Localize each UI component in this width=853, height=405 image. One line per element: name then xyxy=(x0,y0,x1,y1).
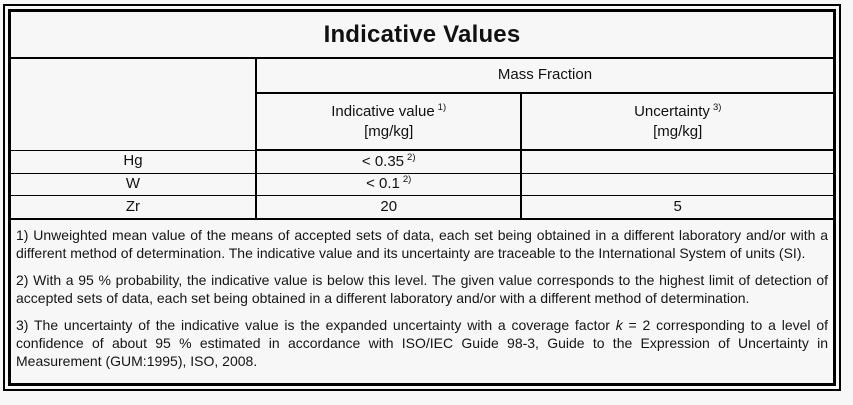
footnote-ref-2: 2) xyxy=(402,174,412,186)
group-header-row: Mass Fraction xyxy=(10,57,834,151)
table-row: Zr 20 5 xyxy=(10,195,834,220)
uncertainty-unit: [mg/kg] xyxy=(653,122,703,140)
footnote-ref-3: 3) xyxy=(712,101,722,113)
footnote: 3) The uncertainty of the indicative val… xyxy=(16,316,829,369)
indicative-value-unit: [mg/kg] xyxy=(364,122,414,140)
column-header-uncertainty: Uncertainty 3) [mg/kg] xyxy=(520,92,834,152)
table-row: Hg < 0.35 2) xyxy=(10,149,834,174)
mass-fraction-header: Mass Fraction xyxy=(254,57,834,95)
uncertainty-cell: 5 xyxy=(520,195,834,220)
table-row: W < 0.1 2) xyxy=(10,172,834,197)
empty-corner-cell xyxy=(10,57,257,151)
element-cell: Hg xyxy=(10,149,257,174)
indicative-values-table: Indicative Values Mass Fraction Indicati… xyxy=(10,11,834,384)
indicative-value-cell: < 0.35 2) xyxy=(254,149,522,174)
footnote-section: 1) Unweighted mean value of the means of… xyxy=(10,218,834,384)
outer-frame: Indicative Values Mass Fraction Indicati… xyxy=(3,4,841,391)
inner-frame: Indicative Values Mass Fraction Indicati… xyxy=(8,9,836,386)
footnote-row: 1) Unweighted mean value of the means of… xyxy=(10,218,834,384)
indicative-value-cell: 20 xyxy=(254,195,522,220)
footnote: 2) With a 95 % probability, the indicati… xyxy=(16,271,828,306)
footnote: 1) Unweighted mean value of the means of… xyxy=(16,226,828,261)
indicative-value-label: Indicative value xyxy=(331,102,435,120)
uncertainty-label: Uncertainty xyxy=(634,102,710,120)
column-header-indicative-value: Indicative value 1) [mg/kg] xyxy=(254,92,522,152)
element-cell: Zr xyxy=(10,195,257,220)
title-row: Indicative Values xyxy=(10,11,834,60)
element-cell: W xyxy=(10,172,257,197)
indicative-value-cell: < 0.1 2) xyxy=(254,172,522,197)
uncertainty-cell xyxy=(520,172,834,197)
uncertainty-cell xyxy=(520,149,834,174)
footnote-ref-2: 2) xyxy=(407,151,416,163)
column-header-row: Indicative value 1) [mg/kg] Uncertainty 3)… xyxy=(11,92,834,152)
table-title: Indicative Values xyxy=(10,11,834,60)
footnote-ref-1: 1) xyxy=(437,101,447,113)
footnotes: 1) Unweighted mean value of the means of… xyxy=(10,218,834,384)
